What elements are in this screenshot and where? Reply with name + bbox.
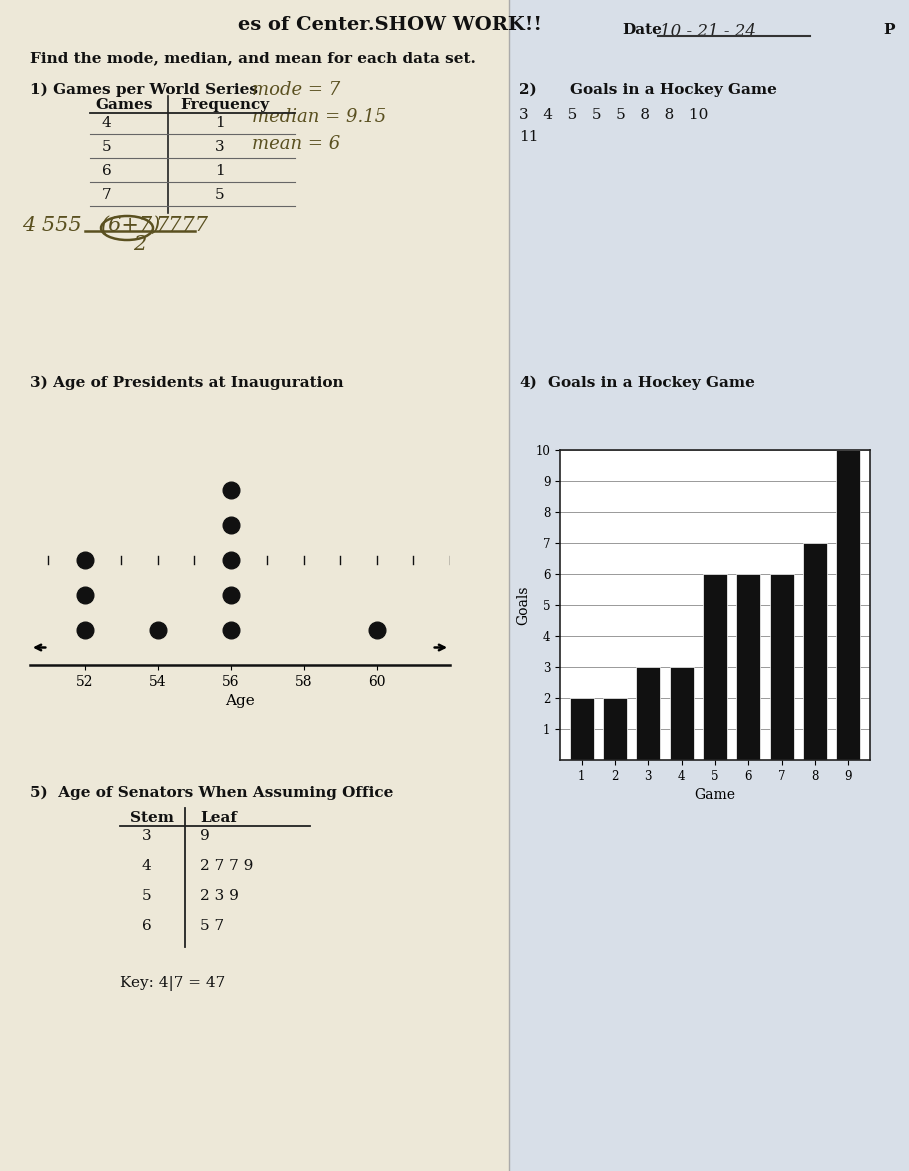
Text: Games: Games <box>95 98 153 112</box>
Text: 5: 5 <box>102 141 112 155</box>
Text: 4: 4 <box>142 860 152 874</box>
Text: 1: 1 <box>215 164 225 178</box>
Text: Goals in a Hockey Game: Goals in a Hockey Game <box>548 376 754 390</box>
Text: (6+7): (6+7) <box>100 215 160 235</box>
Bar <box>803 543 827 760</box>
Text: 7: 7 <box>102 189 112 203</box>
Text: Find the mode, median, and mean for each data set.: Find the mode, median, and mean for each… <box>30 52 476 66</box>
X-axis label: Game: Game <box>694 788 735 802</box>
Bar <box>0 0 509 1171</box>
Text: Stem: Stem <box>130 812 174 826</box>
Bar <box>736 574 760 760</box>
Text: 7777: 7777 <box>155 215 208 235</box>
Text: 3: 3 <box>215 141 225 155</box>
Text: Goals in a Hockey Game: Goals in a Hockey Game <box>570 83 777 97</box>
Text: 3) Age of Presidents at Inauguration: 3) Age of Presidents at Inauguration <box>30 376 344 390</box>
Text: es of Center.SHOW WORK!!: es of Center.SHOW WORK!! <box>238 16 542 34</box>
Text: 2 7 7 9: 2 7 7 9 <box>200 860 254 874</box>
Bar <box>703 574 727 760</box>
Text: Date: Date <box>622 23 662 37</box>
Text: 2 3 9: 2 3 9 <box>200 889 239 903</box>
Text: 5)  Age of Senators When Assuming Office: 5) Age of Senators When Assuming Office <box>30 786 394 801</box>
Text: Key: 4|7 = 47: Key: 4|7 = 47 <box>120 975 225 991</box>
Text: 3: 3 <box>142 829 152 843</box>
Text: 11: 11 <box>519 130 538 144</box>
Text: 2: 2 <box>134 235 146 254</box>
Text: 5 7: 5 7 <box>200 919 225 933</box>
Text: 4 555: 4 555 <box>22 215 88 235</box>
Text: median = 9.15: median = 9.15 <box>252 108 386 126</box>
Text: 6: 6 <box>102 164 112 178</box>
Text: mode = 7: mode = 7 <box>252 81 340 100</box>
X-axis label: Age: Age <box>225 694 255 708</box>
Text: 1) Games per World Series: 1) Games per World Series <box>30 83 258 97</box>
Text: 4): 4) <box>519 376 537 390</box>
Text: 9: 9 <box>200 829 210 843</box>
Text: Leaf: Leaf <box>200 812 237 826</box>
Text: 10 - 21 - 24: 10 - 21 - 24 <box>660 23 756 40</box>
Text: 5: 5 <box>215 189 225 203</box>
Bar <box>570 698 594 760</box>
Text: mean = 6: mean = 6 <box>252 135 340 153</box>
Text: 5: 5 <box>142 889 152 903</box>
Text: 3   4   5   5   5   8   8   10: 3 4 5 5 5 8 8 10 <box>519 108 708 122</box>
Text: 6: 6 <box>142 919 152 933</box>
Bar <box>770 574 794 760</box>
Text: 1: 1 <box>215 116 225 130</box>
Bar <box>603 698 627 760</box>
Text: 2): 2) <box>519 83 536 97</box>
Bar <box>636 667 660 760</box>
Bar <box>836 450 860 760</box>
Bar <box>509 0 909 1171</box>
Bar <box>670 667 694 760</box>
Y-axis label: Goals: Goals <box>515 586 530 625</box>
Text: 4: 4 <box>102 116 112 130</box>
Text: Frequency: Frequency <box>180 98 269 112</box>
Text: P: P <box>884 23 895 37</box>
